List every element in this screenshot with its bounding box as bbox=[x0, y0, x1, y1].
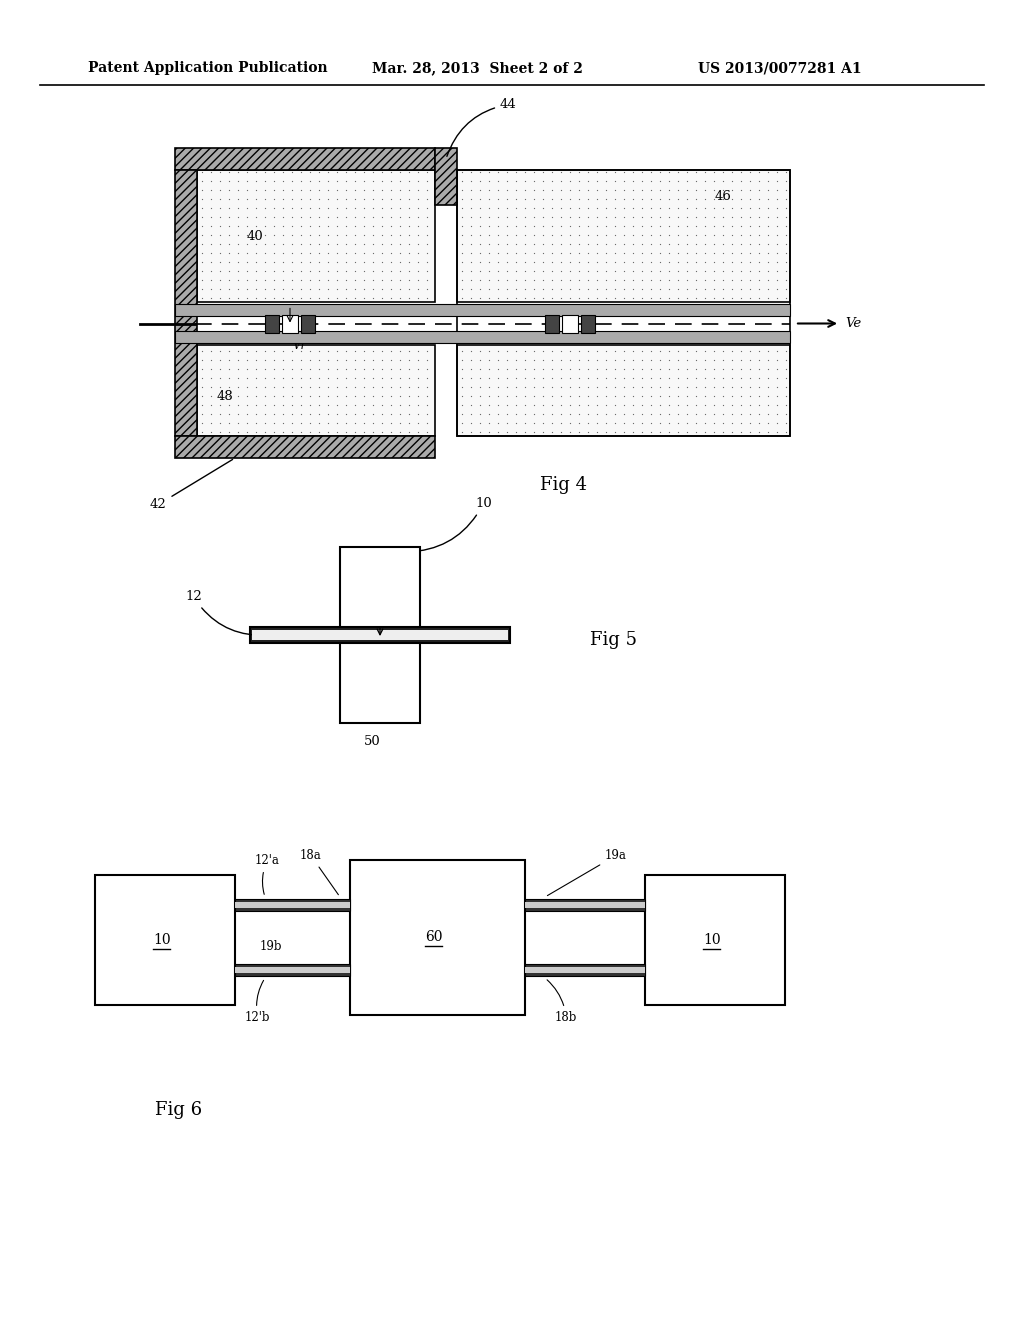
Bar bbox=[265, 314, 279, 333]
Bar bbox=[234, 899, 350, 911]
Text: Mar. 28, 2013  Sheet 2 of 2: Mar. 28, 2013 Sheet 2 of 2 bbox=[372, 61, 583, 75]
Text: 44: 44 bbox=[446, 98, 517, 156]
Bar bbox=[350, 861, 525, 1015]
Text: 12: 12 bbox=[185, 590, 267, 635]
Text: 42: 42 bbox=[150, 459, 232, 511]
Bar bbox=[234, 964, 350, 975]
Bar bbox=[234, 902, 350, 908]
Bar bbox=[545, 314, 559, 333]
Text: 48: 48 bbox=[217, 389, 233, 403]
Bar bbox=[645, 875, 785, 1005]
Bar bbox=[197, 345, 435, 436]
Bar bbox=[282, 314, 298, 333]
Text: 46: 46 bbox=[715, 190, 732, 203]
Text: 10: 10 bbox=[703, 933, 721, 946]
Bar bbox=[435, 148, 457, 205]
Bar bbox=[525, 902, 645, 908]
Text: Patent Application Publication: Patent Application Publication bbox=[88, 61, 328, 75]
Bar bbox=[175, 170, 197, 436]
Bar bbox=[457, 345, 790, 436]
Bar bbox=[234, 968, 350, 973]
Bar bbox=[340, 546, 420, 627]
Bar bbox=[525, 899, 645, 911]
Bar bbox=[175, 304, 790, 315]
Text: 18b: 18b bbox=[547, 979, 578, 1024]
Bar bbox=[457, 170, 790, 436]
Bar bbox=[581, 314, 595, 333]
Bar bbox=[95, 875, 234, 1005]
Bar bbox=[252, 630, 508, 640]
Bar bbox=[525, 964, 645, 975]
Bar bbox=[301, 314, 315, 333]
Text: Vr: Vr bbox=[292, 339, 306, 352]
Text: Fig 5: Fig 5 bbox=[590, 631, 637, 649]
Bar bbox=[175, 148, 435, 170]
Bar bbox=[457, 170, 790, 302]
Bar bbox=[175, 331, 790, 343]
Text: Fig 4: Fig 4 bbox=[540, 477, 587, 494]
Text: 18a: 18a bbox=[300, 849, 338, 895]
Bar bbox=[562, 314, 578, 333]
Text: 12'b: 12'b bbox=[245, 981, 270, 1024]
Text: 19b: 19b bbox=[260, 940, 283, 953]
Text: 10: 10 bbox=[153, 933, 171, 946]
Bar bbox=[197, 170, 435, 302]
Text: 19a: 19a bbox=[548, 849, 627, 895]
Text: US 2013/0077281 A1: US 2013/0077281 A1 bbox=[698, 61, 861, 75]
Bar bbox=[525, 968, 645, 973]
Text: Ve: Ve bbox=[845, 317, 861, 330]
Text: 10: 10 bbox=[408, 498, 492, 552]
Text: 50: 50 bbox=[364, 735, 380, 748]
Bar bbox=[175, 436, 435, 458]
Text: Fig 6: Fig 6 bbox=[155, 1101, 202, 1119]
Text: 60: 60 bbox=[425, 931, 442, 944]
Bar bbox=[250, 627, 510, 643]
Text: 40: 40 bbox=[247, 230, 264, 243]
Bar bbox=[340, 643, 420, 723]
Text: 12'a: 12'a bbox=[255, 854, 280, 895]
